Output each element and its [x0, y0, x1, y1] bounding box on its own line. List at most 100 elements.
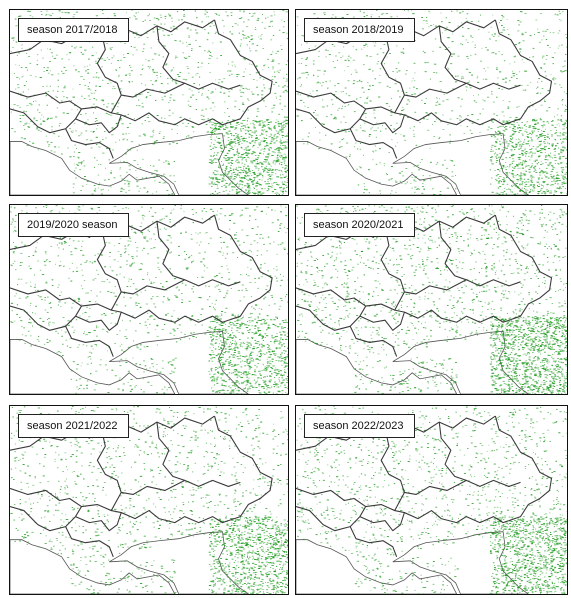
crop-pixel	[21, 76, 23, 78]
crop-pixel	[449, 118, 452, 120]
crop-pixel	[270, 165, 272, 167]
crop-pixel	[169, 175, 172, 177]
crop-pixel	[283, 160, 286, 162]
crop-pixel	[416, 187, 420, 189]
crop-pixel	[173, 67, 175, 69]
crop-pixel	[210, 177, 212, 179]
crop-pixel	[256, 86, 259, 88]
crop-pixel	[22, 115, 25, 116]
crop-pixel	[250, 153, 253, 155]
crop-pixel	[171, 370, 173, 372]
crop-pixel	[275, 140, 278, 142]
crop-pixel	[233, 171, 236, 173]
crop-pixel	[241, 142, 243, 144]
crop-pixel	[119, 238, 122, 240]
crop-pixel	[519, 21, 522, 23]
crop-pixel	[256, 380, 258, 382]
crop-pixel	[92, 46, 94, 48]
crop-pixel	[517, 180, 519, 182]
crop-pixel	[321, 122, 324, 124]
crop-pixel	[236, 122, 239, 123]
crop-pixel	[231, 134, 233, 136]
crop-pixel	[216, 123, 218, 124]
crop-pixel	[183, 14, 185, 15]
crop-pixel	[82, 205, 84, 207]
crop-pixel	[86, 387, 88, 389]
crop-pixel	[248, 148, 251, 150]
crop-pixel	[502, 166, 505, 168]
crop-pixel	[278, 371, 280, 373]
crop-pixel	[220, 144, 223, 146]
crop-pixel	[153, 303, 156, 305]
crop-pixel	[511, 186, 513, 188]
crop-pixel	[75, 147, 77, 149]
crop-pixel	[230, 287, 232, 289]
crop-pixel	[48, 145, 50, 147]
crop-pixel	[80, 134, 82, 136]
crop-pixel	[207, 131, 209, 132]
crop-pixel	[313, 63, 315, 65]
crop-pixel	[32, 142, 35, 144]
crop-pixel	[523, 192, 525, 194]
crop-pixel	[229, 70, 232, 72]
crop-pixel	[161, 218, 164, 220]
crop-pixel	[277, 159, 280, 161]
crop-pixel	[376, 53, 379, 55]
crop-pixel	[261, 370, 264, 372]
crop-pixel	[248, 191, 250, 193]
crop-pixel	[212, 159, 215, 161]
crop-pixel	[282, 187, 286, 189]
crop-pixel	[109, 114, 113, 116]
crop-pixel	[183, 251, 186, 253]
crop-pixel	[545, 59, 547, 60]
crop-pixel	[278, 150, 280, 152]
crop-pixel	[265, 17, 267, 19]
crop-pixel	[297, 78, 299, 80]
crop-pixel	[198, 297, 201, 298]
crop-pixel	[300, 84, 302, 86]
crop-pixel	[279, 129, 281, 131]
crop-pixel	[209, 306, 211, 307]
crop-pixel	[467, 115, 469, 117]
crop-pixel	[221, 344, 224, 346]
crop-pixel	[278, 308, 281, 310]
crop-pixel	[279, 297, 283, 299]
crop-pixel	[520, 189, 523, 191]
crop-pixel	[13, 103, 16, 105]
crop-pixel	[226, 253, 229, 255]
crop-pixel	[211, 22, 213, 24]
crop-pixel	[265, 138, 268, 140]
crop-pixel	[121, 80, 123, 82]
crop-pixel	[282, 131, 284, 133]
crop-pixel	[373, 112, 375, 114]
crop-pixel	[210, 155, 212, 157]
crop-pixel	[264, 181, 266, 183]
crop-pixel	[247, 379, 250, 381]
crop-pixel	[207, 89, 209, 91]
crop-pixel	[253, 188, 255, 190]
crop-pixel	[43, 261, 46, 263]
crop-pixel	[89, 261, 91, 263]
crop-pixel	[461, 98, 463, 100]
crop-pixel	[266, 190, 269, 192]
crop-pixel	[143, 360, 145, 362]
crop-pixel	[58, 247, 60, 249]
crop-pixel	[240, 361, 242, 363]
crop-pixel	[267, 207, 270, 209]
crop-pixel	[228, 142, 230, 144]
crop-pixel	[524, 194, 527, 195]
crop-pixel	[546, 44, 549, 46]
crop-pixel	[307, 96, 310, 98]
crop-pixel	[227, 336, 230, 338]
crop-pixel	[249, 50, 252, 52]
crop-pixel	[173, 382, 176, 384]
crop-pixel	[171, 69, 173, 71]
crop-pixel	[109, 266, 111, 268]
crop-pixel	[506, 121, 509, 123]
crop-pixel	[117, 250, 120, 252]
crop-pixel	[363, 188, 366, 190]
crop-pixel	[527, 140, 530, 142]
crop-pixel	[67, 147, 69, 149]
crop-pixel	[144, 321, 147, 323]
crop-pixel	[554, 52, 556, 54]
